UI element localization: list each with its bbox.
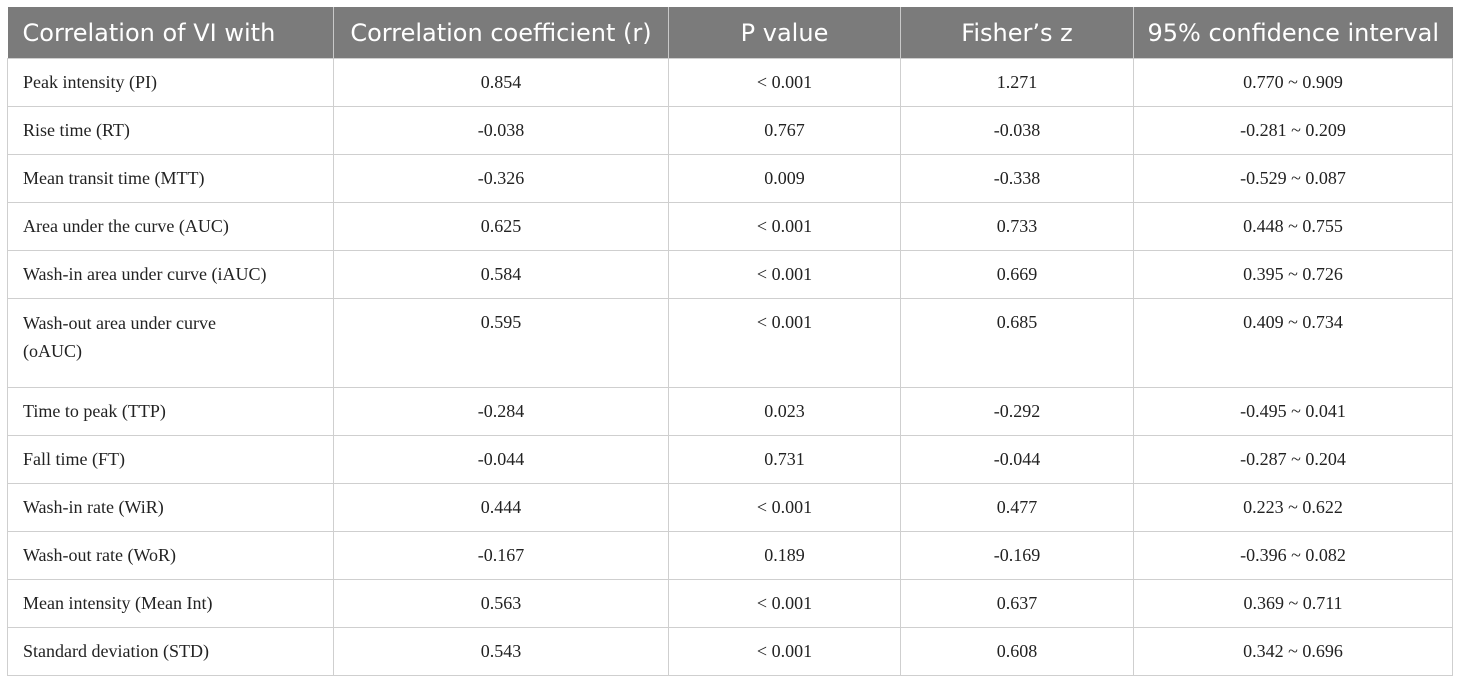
table-row: Mean intensity (Mean Int) 0.563 < 0.001 … xyxy=(7,579,1453,628)
cell-z: -0.038 xyxy=(900,106,1134,155)
cell-z: 0.637 xyxy=(900,579,1134,628)
cell-ci: 0.223 ~ 0.622 xyxy=(1133,483,1453,532)
cell-p: 0.189 xyxy=(668,531,901,580)
table-row: Rise time (RT) -0.038 0.767 -0.038 -0.28… xyxy=(7,106,1453,155)
cell-variable: Area under the curve (AUC) xyxy=(7,202,334,251)
cell-r: 0.563 xyxy=(333,579,669,628)
cell-z: -0.169 xyxy=(900,531,1134,580)
table-row: Wash-out rate (WoR) -0.167 0.189 -0.169 … xyxy=(7,531,1453,580)
table-row: Peak intensity (PI) 0.854 < 0.001 1.271 … xyxy=(7,58,1453,107)
cell-variable: Wash-out area under curve (oAUC) xyxy=(7,298,334,388)
cell-r: -0.167 xyxy=(333,531,669,580)
cell-z: 0.685 xyxy=(900,298,1134,388)
table-row: Wash-in rate (WiR) 0.444 < 0.001 0.477 0… xyxy=(7,483,1453,532)
cell-p: < 0.001 xyxy=(668,250,901,299)
cell-r: 0.543 xyxy=(333,627,669,676)
cell-p: < 0.001 xyxy=(668,58,901,107)
table-row: Fall time (FT) -0.044 0.731 -0.044 -0.28… xyxy=(7,435,1453,484)
cell-ci: 0.770 ~ 0.909 xyxy=(1133,58,1453,107)
table-header-row: Correlation of VI with Correlation coeff… xyxy=(7,7,1453,59)
cell-z: -0.292 xyxy=(900,387,1134,436)
table-row: Standard deviation (STD) 0.543 < 0.001 0… xyxy=(7,627,1453,676)
cell-ci: -0.529 ~ 0.087 xyxy=(1133,154,1453,203)
header-variable: Correlation of VI with xyxy=(7,7,334,59)
cell-r: 0.854 xyxy=(333,58,669,107)
header-correlation-coefficient: Correlation coefficient (r) xyxy=(333,7,669,59)
cell-ci: -0.495 ~ 0.041 xyxy=(1133,387,1453,436)
cell-p: < 0.001 xyxy=(668,202,901,251)
cell-variable: Rise time (RT) xyxy=(7,106,334,155)
cell-r: 0.584 xyxy=(333,250,669,299)
cell-p: 0.023 xyxy=(668,387,901,436)
correlation-table-container: Correlation of VI with Correlation coeff… xyxy=(7,7,1453,676)
cell-r: 0.595 xyxy=(333,298,669,388)
cell-r: -0.044 xyxy=(333,435,669,484)
table-row: Mean transit time (MTT) -0.326 0.009 -0.… xyxy=(7,154,1453,203)
cell-z: -0.338 xyxy=(900,154,1134,203)
cell-variable: Wash-out rate (WoR) xyxy=(7,531,334,580)
cell-z: 0.608 xyxy=(900,627,1134,676)
cell-variable: Fall time (FT) xyxy=(7,435,334,484)
cell-p: < 0.001 xyxy=(668,627,901,676)
cell-ci: 0.342 ~ 0.696 xyxy=(1133,627,1453,676)
cell-p: 0.731 xyxy=(668,435,901,484)
cell-r: -0.284 xyxy=(333,387,669,436)
correlation-table: Correlation of VI with Correlation coeff… xyxy=(7,7,1453,676)
cell-z: -0.044 xyxy=(900,435,1134,484)
cell-variable: Mean transit time (MTT) xyxy=(7,154,334,203)
cell-z: 0.669 xyxy=(900,250,1134,299)
cell-variable: Mean intensity (Mean Int) xyxy=(7,579,334,628)
cell-r: -0.038 xyxy=(333,106,669,155)
cell-variable: Wash-in area under curve (iAUC) xyxy=(7,250,334,299)
cell-variable: Standard deviation (STD) xyxy=(7,627,334,676)
cell-z: 0.477 xyxy=(900,483,1134,532)
header-p-value: P value xyxy=(668,7,901,59)
cell-p: 0.767 xyxy=(668,106,901,155)
cell-p: 0.009 xyxy=(668,154,901,203)
cell-variable: Peak intensity (PI) xyxy=(7,58,334,107)
table-row: Time to peak (TTP) -0.284 0.023 -0.292 -… xyxy=(7,387,1453,436)
cell-p: < 0.001 xyxy=(668,298,901,388)
table-row: Wash-out area under curve (oAUC) 0.595 <… xyxy=(7,298,1453,388)
cell-p: < 0.001 xyxy=(668,579,901,628)
header-fishers-z: Fisher’s z xyxy=(900,7,1134,59)
cell-ci: 0.395 ~ 0.726 xyxy=(1133,250,1453,299)
cell-p: < 0.001 xyxy=(668,483,901,532)
cell-ci: -0.287 ~ 0.204 xyxy=(1133,435,1453,484)
cell-ci: 0.369 ~ 0.711 xyxy=(1133,579,1453,628)
cell-ci: -0.396 ~ 0.082 xyxy=(1133,531,1453,580)
table-row: Wash-in area under curve (iAUC) 0.584 < … xyxy=(7,250,1453,299)
cell-variable: Wash-in rate (WiR) xyxy=(7,483,334,532)
cell-ci: 0.409 ~ 0.734 xyxy=(1133,298,1453,388)
header-confidence-interval: 95% confidence interval xyxy=(1133,7,1453,59)
cell-variable: Time to peak (TTP) xyxy=(7,387,334,436)
cell-ci: -0.281 ~ 0.209 xyxy=(1133,106,1453,155)
cell-z: 0.733 xyxy=(900,202,1134,251)
table-row: Area under the curve (AUC) 0.625 < 0.001… xyxy=(7,202,1453,251)
cell-r: -0.326 xyxy=(333,154,669,203)
cell-r: 0.625 xyxy=(333,202,669,251)
cell-z: 1.271 xyxy=(900,58,1134,107)
cell-ci: 0.448 ~ 0.755 xyxy=(1133,202,1453,251)
cell-r: 0.444 xyxy=(333,483,669,532)
